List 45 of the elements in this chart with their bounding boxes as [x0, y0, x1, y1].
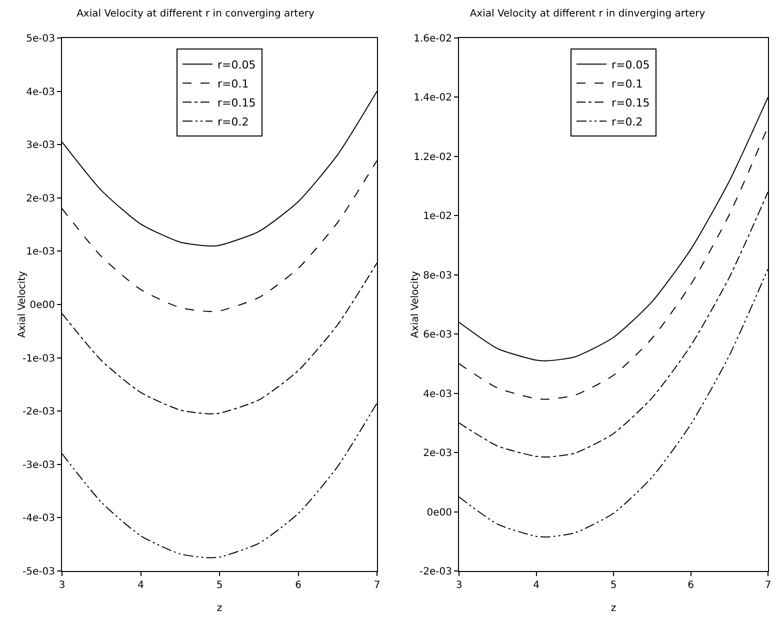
y-tick-label: -2e-03 [420, 566, 452, 578]
y-tick-label: 2e-03 [423, 448, 452, 460]
legend-label: r=0.2 [612, 115, 643, 128]
y-tick-label: 1.4e-02 [414, 92, 452, 104]
y-tick-label: 1e-02 [423, 211, 452, 222]
y-tick-label: 1e-03 [26, 246, 55, 258]
y-tick-label: -1e-03 [22, 353, 55, 364]
x-tick-label: 6 [688, 580, 694, 591]
y-tick-label: 5e-03 [26, 34, 55, 44]
x-axis-title: z [216, 603, 222, 614]
legend-label: r=0.1 [218, 77, 249, 90]
legend-label: r=0.05 [612, 58, 650, 72]
y-tick-label: -3e-03 [22, 460, 55, 471]
x-axis-title: z [610, 603, 616, 614]
x-tick-label: 4 [138, 580, 144, 591]
x-tick-label: 5 [216, 580, 223, 591]
x-tick-label: 5 [610, 580, 617, 591]
y-tick-label: 3e-03 [26, 140, 55, 152]
y-tick-label: 4e-03 [26, 86, 55, 98]
x-tick-label: 3 [58, 580, 66, 591]
y-tick-label: 1.2e-02 [414, 152, 452, 163]
x-tick-label: 4 [533, 580, 540, 591]
y-tick-label: 6e-03 [423, 330, 452, 341]
y-axis-title: Axial Velocity [410, 270, 422, 338]
y-tick-label: 0e00 [30, 300, 55, 311]
y-axis-title: Axial Velocity [16, 270, 28, 338]
y-tick-label: -5e-03 [22, 566, 55, 578]
y-tick-label: -2e-03 [22, 406, 55, 418]
x-tick-label: 6 [295, 580, 302, 591]
legend-label: r=0.1 [612, 77, 643, 90]
y-tick-label: 8e-03 [423, 270, 452, 282]
y-tick-label: 2e-03 [26, 193, 55, 204]
x-tick-label: 7 [374, 580, 380, 591]
legend-label: r=0.15 [218, 96, 256, 110]
y-tick-label: 0e00 [426, 507, 452, 518]
legend-label: r=0.05 [218, 58, 256, 72]
y-tick-label: -4e-03 [22, 513, 55, 524]
chart-title: Axial Velocity at different r in converging artery [76, 8, 314, 20]
y-tick-label: 1.6e-02 [414, 34, 452, 44]
legend-label: r=0.2 [218, 115, 249, 128]
x-tick-label: 7 [764, 580, 772, 591]
x-tick-label: 3 [456, 580, 462, 591]
legend-label: r=0.15 [612, 96, 650, 110]
y-tick-label: 4e-03 [423, 388, 452, 400]
chart-title: Axial Velocity at different r in dinverging artery [470, 8, 706, 20]
